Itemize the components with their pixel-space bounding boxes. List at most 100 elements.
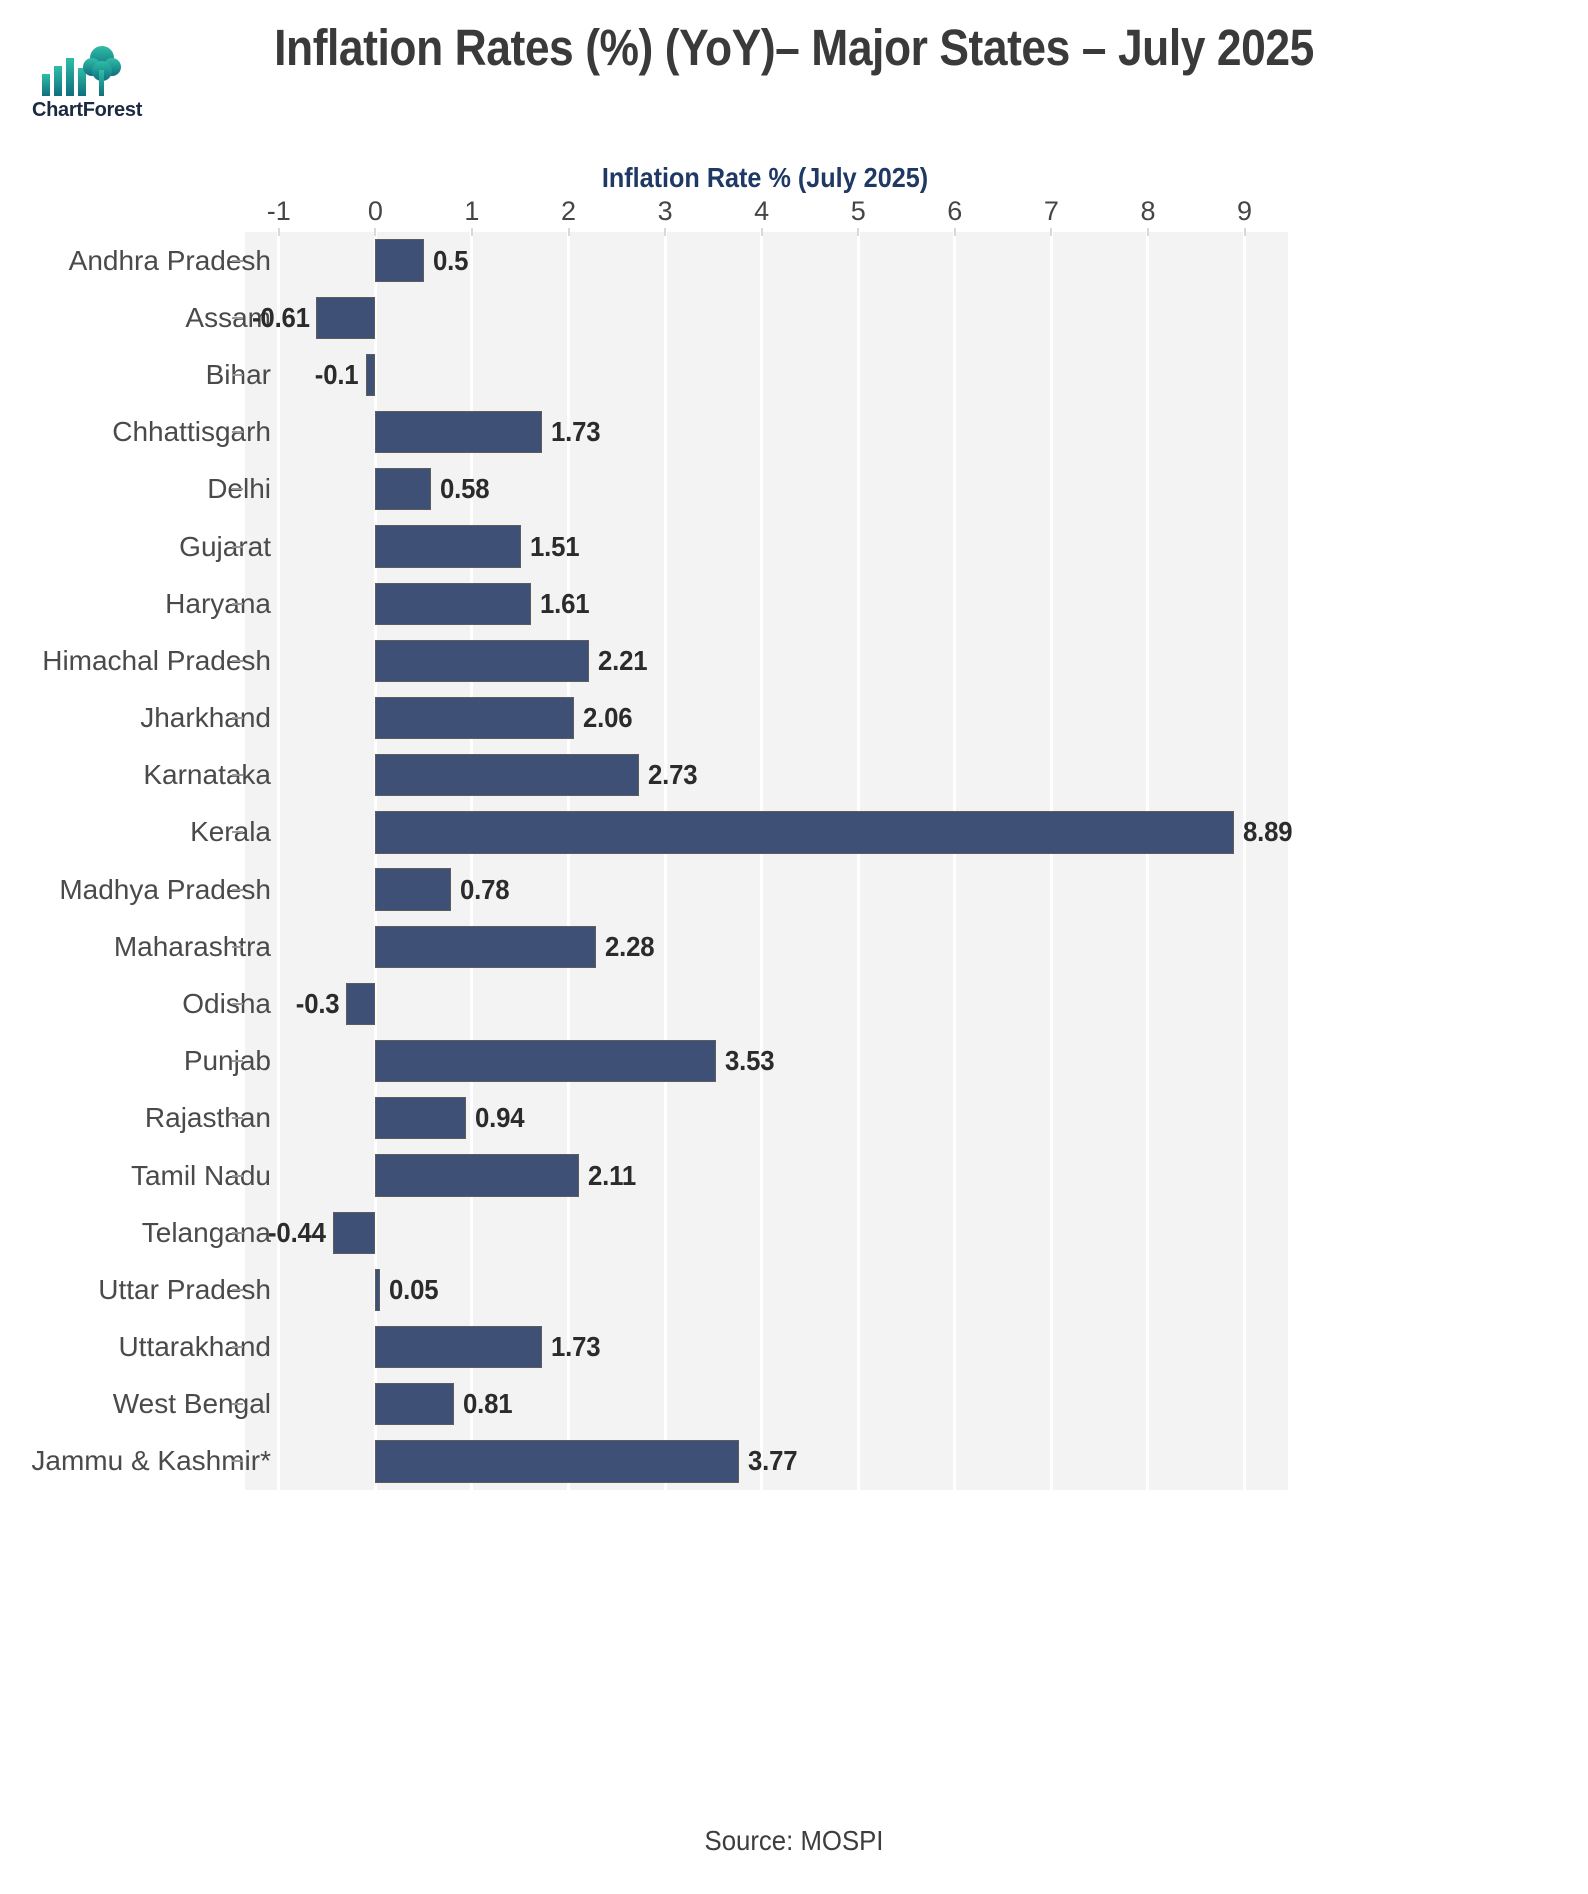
bar[interactable] bbox=[375, 468, 432, 511]
bar[interactable] bbox=[375, 1039, 717, 1083]
bar[interactable] bbox=[375, 696, 575, 740]
bar-value-label: 0.78 bbox=[459, 873, 510, 905]
y-axis-category-label: Karnataka bbox=[143, 759, 271, 791]
x-gridline bbox=[1146, 232, 1150, 1490]
logo-wordmark: ChartForest bbox=[32, 99, 143, 121]
bar[interactable] bbox=[375, 1440, 740, 1483]
bar-value-label: -0.44 bbox=[268, 1216, 326, 1248]
bar-value-label: -0.61 bbox=[251, 301, 310, 333]
bar-value-label: 1.73 bbox=[551, 1331, 601, 1363]
y-tick-mark bbox=[232, 717, 243, 720]
x-tick-mark bbox=[1050, 228, 1053, 236]
y-axis-category-label: Telangana bbox=[141, 1216, 271, 1248]
y-tick-mark bbox=[232, 1060, 243, 1063]
x-axis-title: Inflation Rate % (July 2025) bbox=[601, 162, 929, 193]
y-tick-mark bbox=[232, 945, 243, 948]
x-tick-mark bbox=[664, 228, 667, 236]
bar-value-label: 8.89 bbox=[1242, 816, 1293, 848]
x-tick-label: 8 bbox=[1140, 196, 1156, 226]
x-gridline bbox=[373, 232, 377, 1490]
bar-value-label: -0.3 bbox=[295, 987, 340, 1019]
bar-value-label: 2.11 bbox=[588, 1159, 637, 1191]
bar[interactable] bbox=[375, 1268, 381, 1312]
x-tick-label: -1 bbox=[266, 196, 291, 226]
y-tick-mark bbox=[232, 831, 243, 834]
bar[interactable] bbox=[346, 982, 376, 1026]
y-axis-category-label: Tamil Nadu bbox=[130, 1159, 271, 1191]
x-tick-label: 1 bbox=[464, 196, 480, 226]
x-tick-mark bbox=[374, 228, 377, 236]
y-tick-mark bbox=[232, 888, 243, 891]
y-axis-category-label: West Bengal bbox=[112, 1388, 271, 1420]
bar-value-label: -0.1 bbox=[315, 358, 359, 390]
y-tick-mark bbox=[232, 316, 243, 319]
x-tick-label: 3 bbox=[657, 196, 673, 226]
x-tick-label: 9 bbox=[1237, 196, 1253, 226]
bar[interactable] bbox=[375, 1097, 467, 1140]
y-axis-category-label: Uttar Pradesh bbox=[98, 1273, 271, 1305]
x-gridline bbox=[953, 232, 957, 1490]
bar[interactable] bbox=[375, 639, 589, 683]
y-tick-mark bbox=[232, 1117, 243, 1120]
y-tick-mark bbox=[232, 659, 243, 662]
y-tick-mark bbox=[232, 774, 243, 777]
bar-value-label: 3.77 bbox=[748, 1445, 798, 1477]
bar-value-label: 0.05 bbox=[389, 1273, 439, 1305]
x-gridline bbox=[277, 232, 281, 1490]
bar[interactable] bbox=[375, 582, 531, 625]
y-axis-category-label: Gujarat bbox=[179, 530, 271, 562]
x-tick-label: 0 bbox=[367, 196, 383, 226]
y-axis-category-label: Chhattisgarh bbox=[112, 416, 271, 448]
chart-header: ChartForest Inflation Rates (%) (YoY)– M… bbox=[0, 0, 1588, 135]
bar[interactable] bbox=[375, 811, 1234, 854]
bar-value-label: 2.28 bbox=[604, 930, 655, 962]
bar[interactable] bbox=[375, 1154, 580, 1197]
x-gridline bbox=[856, 232, 860, 1490]
y-tick-mark bbox=[232, 373, 243, 376]
x-tick-mark bbox=[1146, 228, 1149, 236]
x-tick-mark bbox=[1243, 228, 1246, 236]
y-tick-mark bbox=[232, 259, 243, 262]
bar[interactable] bbox=[375, 239, 424, 282]
bar-value-label: 1.73 bbox=[551, 416, 601, 448]
x-gridline bbox=[470, 232, 474, 1490]
y-tick-mark bbox=[232, 1346, 243, 1349]
x-gridline bbox=[1049, 232, 1053, 1490]
bar[interactable] bbox=[375, 754, 640, 797]
chartforest-logo: ChartForest bbox=[30, 42, 150, 127]
y-tick-mark bbox=[232, 602, 243, 605]
bar[interactable] bbox=[375, 410, 543, 454]
x-gridline bbox=[1243, 232, 1247, 1490]
y-axis-category-label: Punjab bbox=[183, 1045, 271, 1077]
bar[interactable] bbox=[332, 1211, 376, 1254]
bar-value-label: 0.94 bbox=[475, 1102, 525, 1134]
bar-value-label: 1.51 bbox=[530, 530, 580, 562]
y-axis-category-label: Assam bbox=[185, 301, 271, 333]
bar-value-label: 0.81 bbox=[462, 1388, 513, 1420]
y-axis-category-label: Haryana bbox=[165, 587, 271, 619]
x-tick-mark bbox=[567, 228, 570, 236]
y-tick-mark bbox=[232, 431, 243, 434]
y-axis-category-label: Jharkhand bbox=[140, 702, 271, 734]
bar[interactable] bbox=[316, 296, 376, 339]
x-tick-label: 4 bbox=[754, 196, 770, 226]
y-axis-category-label: Kerala bbox=[190, 816, 271, 848]
source-note: Source: MOSPI bbox=[704, 1825, 884, 1856]
bar[interactable] bbox=[365, 353, 376, 397]
bar-value-label: 0.5 bbox=[432, 244, 468, 276]
y-axis-category-label: Maharashtra bbox=[113, 930, 271, 962]
x-tick-mark bbox=[470, 228, 473, 236]
page-title: Inflation Rates (%) (YoY)– Major States … bbox=[274, 19, 1314, 76]
bar[interactable] bbox=[375, 525, 522, 568]
y-tick-mark bbox=[232, 1403, 243, 1406]
bar[interactable] bbox=[375, 868, 451, 911]
bar[interactable] bbox=[375, 925, 596, 968]
bar[interactable] bbox=[375, 1383, 454, 1426]
bar-value-label: 2.73 bbox=[648, 759, 698, 791]
y-tick-mark bbox=[232, 1174, 243, 1177]
x-tick-mark bbox=[277, 228, 280, 236]
bar[interactable] bbox=[375, 1325, 543, 1369]
bar-value-label: 2.06 bbox=[583, 702, 633, 734]
y-tick-mark bbox=[232, 545, 243, 548]
x-gridline bbox=[567, 232, 571, 1490]
